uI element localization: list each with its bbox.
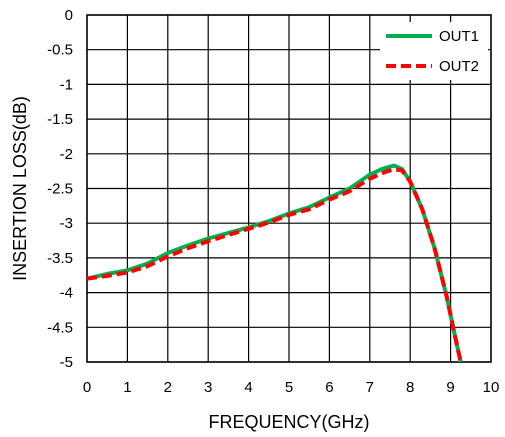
y-tick-label: -2 xyxy=(60,146,73,163)
x-axis-title: FREQUENCY(GHz) xyxy=(209,412,370,432)
y-tick-label: -1.5 xyxy=(47,111,73,128)
x-tick-labels: 0 1 2 3 4 5 6 7 8 9 10 xyxy=(83,379,500,396)
legend: OUT1 OUT2 xyxy=(380,22,488,80)
y-tick-labels: 0 -0.5 -1 -1.5 -2 -2.5 -3 -3.5 -4 -4.5 -5 xyxy=(47,7,73,371)
y-tick-label: -4 xyxy=(60,285,73,302)
plot-area-frame xyxy=(86,14,492,363)
x-tick-label: 8 xyxy=(406,379,414,396)
y-tick-label: -3.5 xyxy=(47,250,73,267)
series-line-out2 xyxy=(86,167,463,363)
y-tick-label: -1 xyxy=(60,76,73,93)
x-tick-label: 7 xyxy=(366,379,374,396)
legend-label-out1: OUT1 xyxy=(439,28,479,45)
x-tick-label: 4 xyxy=(244,379,252,396)
y-tick-label: -0.5 xyxy=(47,42,73,59)
x-tick-label: 6 xyxy=(325,379,333,396)
x-tick-label: 3 xyxy=(204,379,212,396)
legend-background xyxy=(380,22,488,80)
legend-label-out2: OUT2 xyxy=(439,58,479,75)
y-tick-label: -2.5 xyxy=(47,181,73,198)
y-axis-title: INSERTION LOSS(dB) xyxy=(10,96,30,281)
x-tick-label: 1 xyxy=(123,379,131,396)
y-tick-label: -3 xyxy=(60,215,73,232)
y-tick-label: -4.5 xyxy=(47,319,73,336)
x-tick-label: 9 xyxy=(446,379,454,396)
x-tick-label: 2 xyxy=(164,379,172,396)
series-group xyxy=(86,163,463,363)
y-tick-label: 0 xyxy=(65,7,73,24)
x-tick-label: 5 xyxy=(285,379,293,396)
y-tick-label: -5 xyxy=(60,354,73,371)
x-tick-label: 10 xyxy=(483,379,500,396)
x-tick-label: 0 xyxy=(83,379,91,396)
